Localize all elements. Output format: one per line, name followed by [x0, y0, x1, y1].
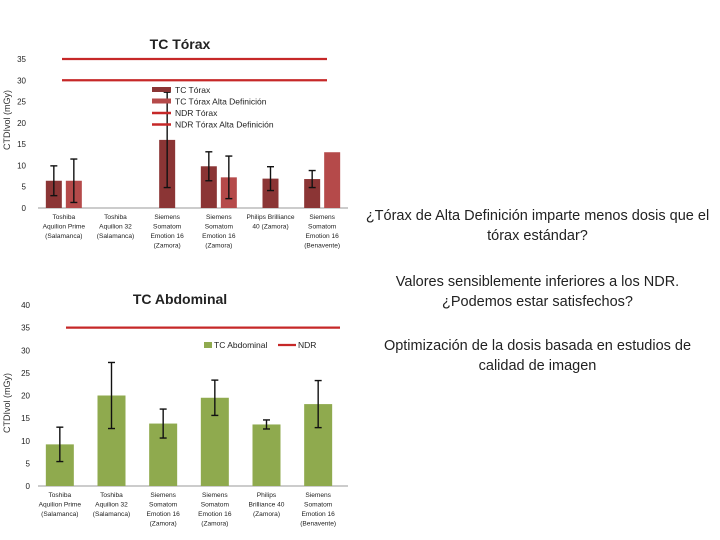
- abdominal-y-tick: 15: [21, 414, 30, 423]
- abdominal-error-bar: [56, 426, 64, 463]
- thorax-category-label: (Salamanca): [97, 233, 134, 240]
- thorax-category-label: Emotion 16: [202, 233, 236, 240]
- thorax-error-bar: [163, 91, 171, 189]
- thorax-hd-error-bar: [225, 155, 233, 200]
- thorax-category-label: (Salamanca): [45, 233, 82, 240]
- legend-label: TC Abdominal: [214, 340, 267, 350]
- thorax-category-label: (Benavente): [304, 243, 340, 250]
- abdominal-y-tick: 25: [21, 369, 30, 378]
- thorax-category-label: Aquilion 32: [99, 224, 132, 231]
- legend-swatch: [204, 342, 212, 348]
- abdominal-category-label: Siemens: [305, 492, 331, 499]
- thorax-plot: 0 5 10 15 20 25 30 35 Toshiba Aquilion Prime (Sala…: [17, 55, 348, 250]
- thorax-category-label: Emotion 16: [305, 233, 339, 240]
- thorax-hd-error-bar: [70, 158, 78, 204]
- thorax-category-label: Philips Brilliance: [246, 214, 294, 221]
- abdominal-category-label: Somatom: [304, 502, 333, 509]
- abdominal-category-label: Siemens: [150, 492, 176, 499]
- thorax-y-tick: 0: [22, 204, 27, 213]
- thorax-category-label: Siemens: [309, 214, 335, 221]
- thorax-category-label: Somatom: [308, 224, 337, 231]
- thorax-category-label: Somatom: [205, 224, 234, 231]
- thorax-error-bar: [50, 165, 58, 197]
- abdominal-error-bar: [159, 408, 167, 439]
- abdominal-chart: TC Abdominal CTDIvol (mGy) 0 5 10 15 20 25 30 3…: [0, 285, 360, 535]
- thorax-category-label: 40 (Zamora): [252, 224, 288, 231]
- abdominal-category-label: Brilliance 40: [249, 502, 285, 509]
- thorax-error-bar: [205, 151, 213, 182]
- thorax-y-tick: 30: [17, 76, 26, 85]
- legend-label: TC Tórax: [175, 85, 211, 95]
- thorax-category-label: Toshiba: [104, 214, 127, 221]
- thorax-y-tick: 35: [17, 55, 26, 64]
- thorax-category-label: Toshiba: [52, 214, 75, 221]
- abdominal-category-label: (Salamanca): [93, 511, 130, 518]
- abdominal-y-tick: 35: [21, 324, 30, 333]
- note-below-ndr: Valores sensiblemente inferiores a los N…: [395, 274, 680, 310]
- abdominal-y-tick: 0: [26, 482, 31, 491]
- legend-swatch: [152, 87, 171, 92]
- thorax-error-bar: [267, 166, 274, 192]
- abdominal-category-label: Aquilion Prime: [39, 502, 82, 509]
- thorax-y-tick: 10: [17, 161, 26, 170]
- abdominal-y-tick: 40: [21, 301, 30, 310]
- thorax-category-label: Somatom: [153, 224, 182, 231]
- legend-label: NDR: [298, 340, 316, 350]
- thorax-y-tick: 5: [22, 183, 27, 192]
- abdominal-error-bar: [211, 379, 219, 417]
- abdominal-error-bar: [108, 361, 115, 430]
- thorax-category-label: Siemens: [206, 214, 232, 221]
- abdominal-y-tick: 10: [21, 437, 30, 446]
- thorax-category-label: Siemens: [154, 214, 180, 221]
- legend-swatch: [152, 98, 171, 104]
- thorax-bar: [304, 179, 321, 208]
- abdominal-category-label: Siemens: [202, 492, 228, 499]
- abdominal-category-label: Somatom: [201, 502, 230, 509]
- thorax-category-label: Aquilion Prime: [43, 224, 86, 231]
- abdominal-category-label: Emotion 16: [146, 511, 180, 518]
- abdominal-error-bar: [263, 419, 270, 430]
- abdominal-category-label: (Zamora): [253, 511, 280, 518]
- thorax-category-label: Emotion 16: [150, 233, 184, 240]
- abdominal-category-label: Somatom: [149, 502, 178, 509]
- note-optimization: Optimización de la dosis basada en estud…: [383, 338, 692, 374]
- abdominal-y-tick: 20: [21, 392, 30, 401]
- note-hd-thorax: ¿Tórax de Alta Definición imparte menos …: [365, 208, 710, 244]
- thorax-error-bar: [308, 169, 316, 189]
- thorax-chart-title: TC Tórax: [149, 36, 211, 52]
- thorax-category-label: (Zamora): [205, 243, 232, 250]
- abdominal-category-label: Toshiba: [100, 492, 123, 499]
- abdominal-category-label: (Zamora): [201, 521, 228, 528]
- thorax-category-label: (Zamora): [154, 243, 181, 250]
- thorax-y-tick: 20: [17, 119, 26, 128]
- abdominal-category-label: (Zamora): [150, 521, 177, 528]
- thorax-hd-bar: [324, 152, 341, 208]
- abdominal-category-label: (Salamanca): [41, 511, 78, 518]
- abdominal-plot: 0 5 10 15 20 25 30 35 40 Toshiba Aquilion Prime (Sa…: [21, 301, 348, 528]
- abdominal-error-bar: [314, 379, 322, 429]
- abdominal-chart-title: TC Abdominal: [132, 291, 228, 307]
- abdominal-category-label: Emotion 16: [301, 511, 335, 518]
- legend-label: TC Tórax Alta Definición: [175, 97, 267, 107]
- abdominal-category-label: Philips: [257, 492, 277, 499]
- thorax-chart: TC Tórax CTDIvol (mGy) 0 5 10 15 20 25 30 35 Tos…: [0, 30, 360, 260]
- legend-label: NDR Tórax Alta Definición: [175, 120, 274, 130]
- thorax-y-tick: 25: [17, 98, 26, 107]
- abdominal-category-label: Aquilion 32: [95, 502, 128, 509]
- thorax-bar: [200, 166, 217, 208]
- thorax-y-tick: 15: [17, 140, 26, 149]
- abdominal-category-label: (Benavente): [300, 521, 336, 528]
- abdominal-y-tick: 30: [21, 346, 30, 355]
- abdominal-category-label: Toshiba: [48, 492, 71, 499]
- legend-label: NDR Tórax: [175, 108, 218, 118]
- thorax-bar: [262, 178, 279, 208]
- abdominal-bar: [252, 424, 281, 486]
- abdominal-category-label: Emotion 16: [198, 511, 232, 518]
- abdominal-y-tick: 5: [26, 459, 31, 468]
